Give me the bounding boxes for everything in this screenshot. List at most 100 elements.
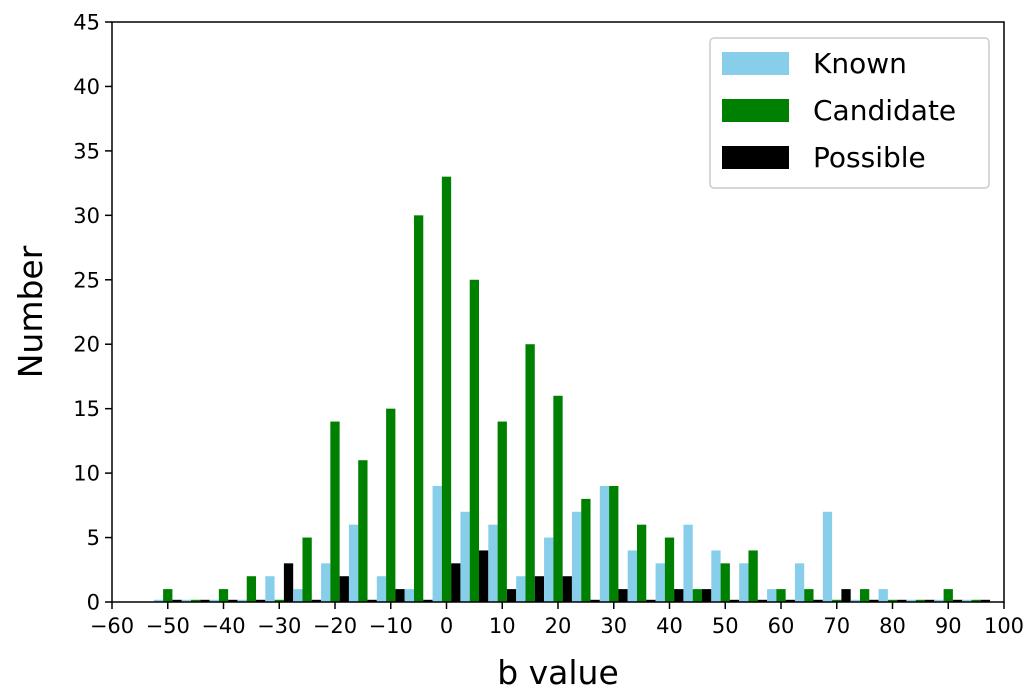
- bar-possible--30: [283, 563, 294, 602]
- y-tick-label: 10: [73, 462, 100, 486]
- bar-known--35: [237, 599, 247, 602]
- bar-possible-50: [729, 599, 740, 602]
- bar-possible-25: [590, 599, 600, 602]
- bar-known-40: [655, 563, 665, 602]
- bar-possible--5: [423, 599, 433, 602]
- y-tick-label: 45: [73, 11, 100, 35]
- bar-possible-45: [702, 589, 712, 602]
- bar-known--25: [293, 589, 303, 602]
- x-tick-label: 40: [656, 614, 683, 638]
- bar-known-5: [460, 511, 470, 602]
- bar-possible-55: [757, 599, 768, 602]
- x-tick-label: 20: [545, 614, 572, 638]
- bar-candidate-55: [748, 550, 758, 602]
- bar-possible-40: [674, 589, 684, 602]
- bar-known-45: [683, 524, 693, 602]
- bar-possible--10: [395, 589, 405, 602]
- bar-known-90: [934, 599, 944, 602]
- bar-known-65: [794, 563, 805, 602]
- legend: Known Candidate Possible: [709, 37, 990, 189]
- bar-candidate-25: [581, 498, 591, 602]
- bar-candidate-40: [664, 537, 675, 602]
- bar-possible-5: [479, 550, 489, 602]
- bar-possible-70: [841, 589, 851, 602]
- bar-candidate--15: [358, 460, 368, 602]
- bar-known-75: [850, 599, 860, 602]
- bar-possible--15: [367, 599, 377, 602]
- legend-label-candidate: Candidate: [813, 94, 956, 127]
- bar-known-25: [571, 511, 582, 602]
- bar-candidate--50: [163, 589, 173, 602]
- x-tick-label: 100: [984, 614, 1024, 638]
- bar-possible--40: [228, 599, 238, 602]
- y-tick-label: 25: [73, 268, 100, 292]
- x-tick-label: 80: [879, 614, 906, 638]
- bar-known--50: [153, 599, 164, 602]
- x-axis: −60 −50 −40 −30 −20 −10 0 10 20 30 40 50 60 70 80 90 100: [90, 602, 1024, 638]
- legend-label-possible: Possible: [813, 141, 926, 174]
- bar-candidate-90: [943, 589, 953, 602]
- bar-known--20: [321, 563, 331, 602]
- y-tick-label: 40: [73, 75, 100, 99]
- legend-swatch-candidate: [722, 99, 789, 122]
- bar-known-85: [906, 599, 916, 602]
- bar-known-50: [711, 550, 721, 602]
- y-tick-label: 5: [87, 526, 100, 550]
- bar-known-35: [627, 550, 637, 602]
- bar-candidate-20: [553, 395, 563, 602]
- x-axis-title: b value: [497, 653, 619, 691]
- bar-known--15: [348, 524, 359, 602]
- bar-candidate--5: [413, 215, 424, 603]
- bar-possible-30: [618, 589, 628, 602]
- bar-candidate-70: [832, 599, 842, 602]
- bar-candidate--45: [190, 599, 201, 602]
- bar-known--5: [404, 589, 414, 602]
- bar-candidate-95: [971, 599, 981, 602]
- bar-candidate-30: [609, 486, 619, 602]
- bar-known-80: [878, 589, 888, 602]
- bar-known-20: [544, 537, 554, 602]
- bar-possible-85: [925, 599, 935, 602]
- bar-known-60: [767, 589, 777, 602]
- bar-candidate-15: [525, 344, 535, 602]
- bar-candidate-60: [776, 589, 786, 602]
- bar-known-95: [962, 599, 972, 602]
- bar-candidate-85: [915, 599, 926, 602]
- bar-known-55: [739, 563, 749, 602]
- bar-known-0: [432, 486, 442, 602]
- x-tick-label: 30: [600, 614, 627, 638]
- bar-possible--50: [172, 599, 182, 602]
- bar-candidate-35: [636, 524, 647, 602]
- bar-possible-15: [534, 576, 545, 602]
- bar-possible--35: [256, 599, 266, 602]
- bar-known-70: [822, 511, 833, 602]
- bar-possible-60: [785, 599, 795, 602]
- bar-candidate-0: [441, 176, 452, 602]
- bar-possible-95: [980, 599, 991, 602]
- bar-candidate-50: [720, 563, 730, 602]
- bars-layer: [153, 176, 991, 603]
- bar-known-30: [599, 486, 610, 602]
- y-tick-label: 15: [73, 397, 100, 421]
- bar-known-10: [488, 524, 498, 602]
- y-tick-label: 30: [73, 204, 100, 228]
- y-axis: 0 5 10 15 20 25 30 35 40 45: [73, 11, 112, 615]
- bar-possible--45: [200, 599, 210, 602]
- bar-known--10: [376, 576, 387, 602]
- bar-candidate--10: [386, 408, 396, 602]
- legend-swatch-possible: [722, 146, 789, 169]
- x-tick-label: 60: [768, 614, 795, 638]
- bar-candidate--25: [302, 537, 312, 602]
- bar-possible-0: [451, 563, 461, 602]
- bar-candidate-75: [859, 589, 870, 602]
- y-tick-label: 0: [87, 591, 100, 615]
- x-tick-label: −40: [201, 614, 245, 638]
- bar-candidate--35: [246, 576, 257, 602]
- x-tick-label: 0: [440, 614, 453, 638]
- bar-possible-10: [506, 589, 517, 602]
- bar-possible-90: [952, 599, 963, 602]
- x-tick-label: 70: [823, 614, 850, 638]
- bar-candidate-10: [497, 421, 507, 602]
- legend-swatch-known: [722, 52, 789, 75]
- x-tick-label: −10: [369, 614, 413, 638]
